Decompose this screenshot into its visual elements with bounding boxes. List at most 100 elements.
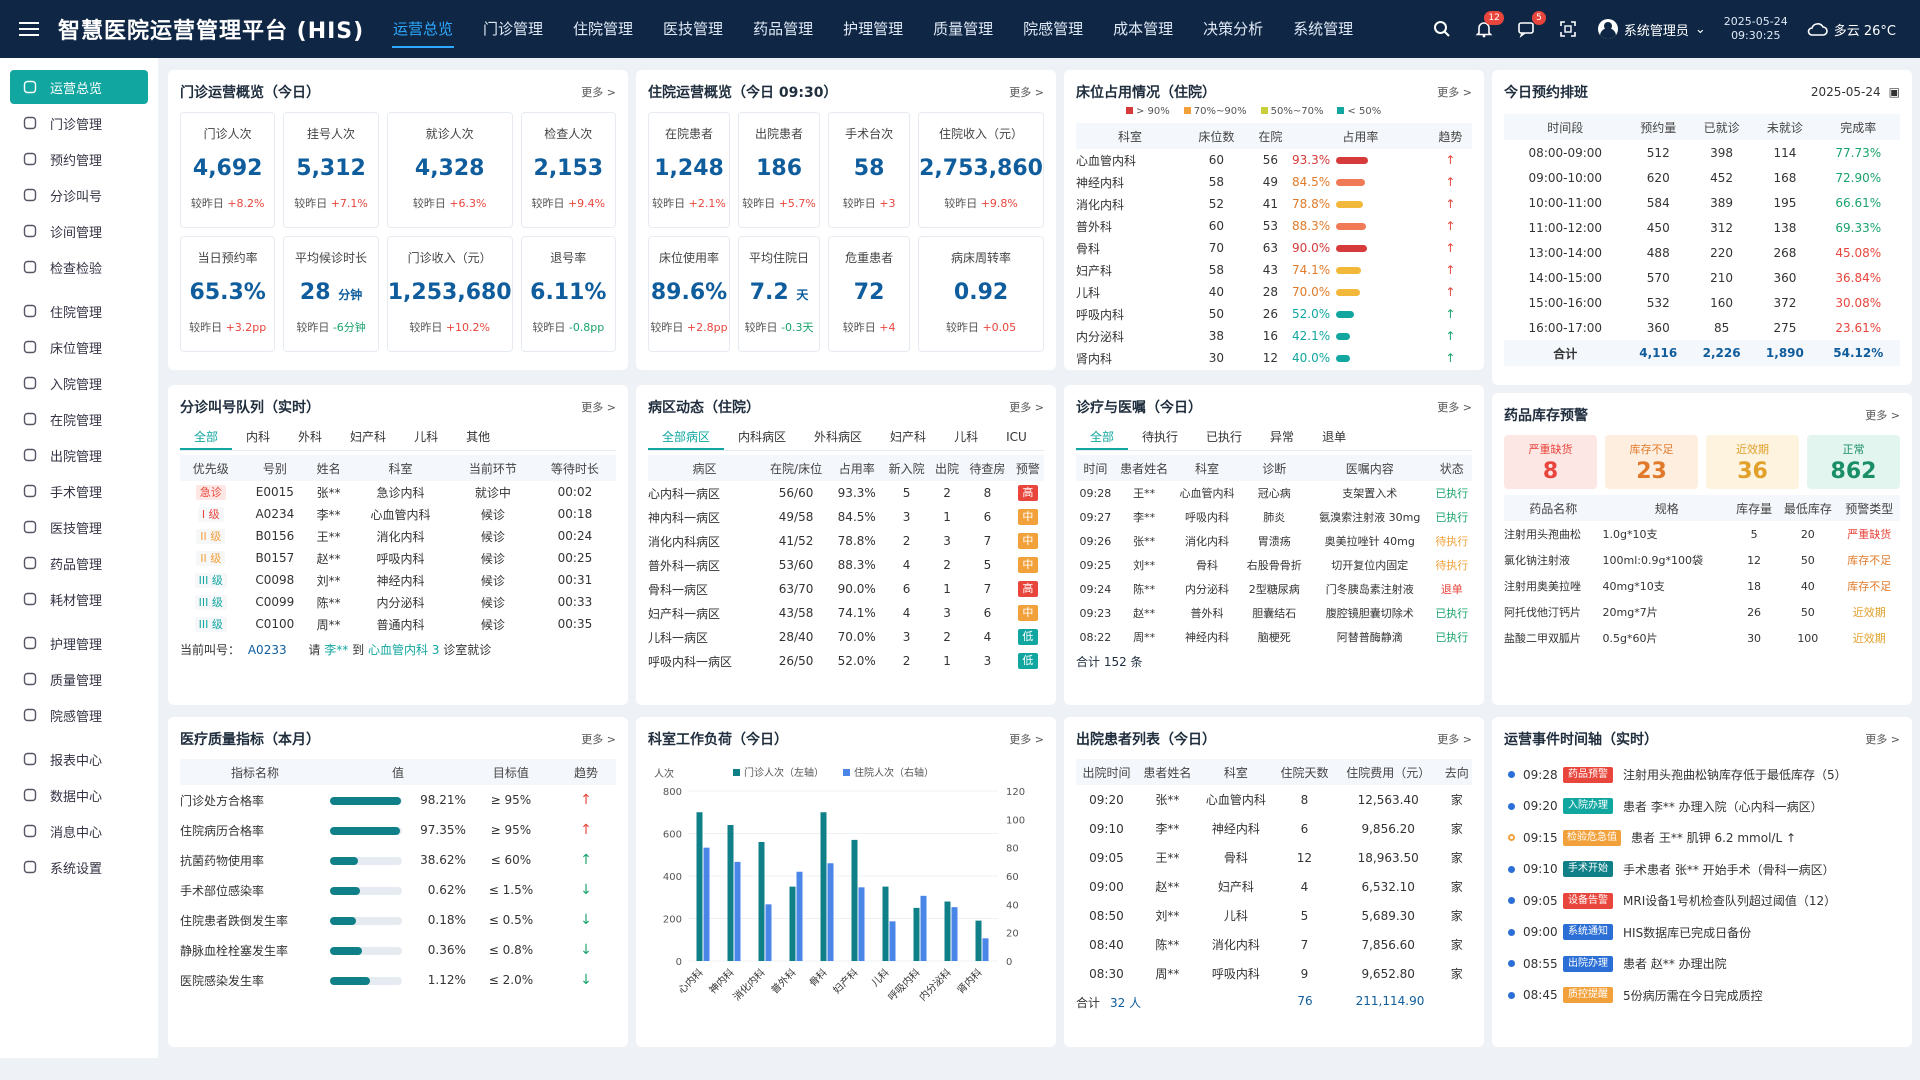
tab[interactable]: 内科 — [246, 430, 271, 444]
more-link[interactable]: 更多 > — [1865, 409, 1900, 422]
bar[interactable] — [796, 871, 803, 961]
stock-summary-box[interactable]: 库存不足 23 — [1605, 435, 1698, 489]
sidebar-item[interactable]: 诊间管理 — [10, 214, 148, 248]
kpi-card[interactable]: 床位使用率 89.6% 较昨日 +2.8pp — [648, 236, 731, 352]
more-link[interactable]: 更多 > — [1009, 733, 1044, 746]
bar[interactable] — [882, 886, 889, 961]
kpi-card[interactable]: 就诊人次 4,328 较昨日 +6.3% — [386, 112, 513, 228]
timeline-item[interactable]: 09:10 手术开始 手术患者 张** 开始手术（骨科一病区） — [1504, 854, 1900, 886]
more-link[interactable]: 更多 > — [1437, 733, 1472, 746]
search-icon[interactable] — [1430, 17, 1454, 41]
table-row[interactable]: 注射用头孢曲松 1.0g*10支 5 20 严重缺货 — [1504, 521, 1900, 547]
table-row[interactable]: I 级 A0234 李** 心血管内科 候诊 00:18 — [180, 503, 616, 525]
table-row[interactable]: 注射用奥美拉唑 40mg*10支 18 40 库存不足 — [1504, 573, 1900, 599]
timeline-item[interactable]: 09:05 设备告警 MRI设备1号机检查队列超过阈值（12） — [1504, 885, 1900, 917]
bar[interactable] — [889, 921, 896, 961]
table-row[interactable]: 15:00-16:00 532 160 372 30.08% — [1504, 290, 1900, 315]
sidebar-item[interactable]: 数据中心 — [10, 778, 148, 812]
stock-summary-box[interactable]: 严重缺货 8 — [1504, 435, 1597, 489]
bar[interactable] — [951, 907, 958, 961]
bar[interactable] — [758, 842, 765, 961]
table-row[interactable]: 消化内科 52 41 78.8% ↑ — [1076, 193, 1472, 215]
bar[interactable] — [820, 812, 827, 961]
topnav-item[interactable]: 药品管理 — [753, 20, 814, 38]
sidebar-item[interactable]: 在院管理 — [10, 402, 148, 436]
topnav-item[interactable]: 质量管理 — [933, 20, 994, 38]
bar[interactable] — [982, 938, 989, 961]
table-row[interactable]: II 级 B0157 赵** 呼吸内科 候诊 00:25 — [180, 547, 616, 569]
table-row[interactable]: 儿科 40 28 70.0% ↑ — [1076, 281, 1472, 303]
tab[interactable]: 其他 — [466, 430, 491, 444]
table-row[interactable]: 13:00-14:00 488 220 268 45.08% — [1504, 240, 1900, 265]
table-row[interactable]: 骨科 70 63 90.0% ↑ — [1076, 237, 1472, 259]
tab[interactable]: 内科病区 — [738, 430, 787, 444]
kpi-card[interactable]: 当日预约率 65.3% 较昨日 +3.2pp — [180, 236, 276, 352]
date-picker[interactable]: 2025-05-24 ▣ — [1811, 85, 1900, 99]
sidebar-item[interactable]: 耗材管理 — [10, 582, 148, 616]
table-row[interactable]: 16:00-17:00 360 85 275 23.61% — [1504, 315, 1900, 340]
table-row[interactable]: 普外科 60 53 88.3% ↑ — [1076, 215, 1472, 237]
table-row[interactable]: 09:00 赵** 妇产科 4 6,532.10 家 — [1076, 872, 1472, 901]
table-row[interactable]: 09:24 陈** 内分泌科 2型糖尿病 门冬胰岛素注射液 退单 — [1076, 577, 1472, 601]
sidebar-item[interactable]: 报表中心 — [10, 742, 148, 776]
sidebar-item[interactable]: 药品管理 — [10, 546, 148, 580]
bar[interactable] — [727, 825, 734, 961]
tab[interactable]: 异常 — [1270, 430, 1295, 444]
timeline-item[interactable]: 08:45 质控提醒 5份病历需在今日完成质控 — [1504, 980, 1900, 1012]
sidebar-item[interactable]: 消息中心 — [10, 814, 148, 848]
topnav-item[interactable]: 住院管理 — [573, 20, 634, 38]
table-row[interactable]: 神经内科 58 49 84.5% ↑ — [1076, 171, 1472, 193]
user-menu[interactable]: 系统管理员 ⌄ — [1597, 19, 1706, 39]
sidebar-item[interactable]: 住院管理 — [10, 294, 148, 328]
tab[interactable]: 全部 — [180, 423, 233, 450]
table-row[interactable]: 静脉血栓栓塞发生率 0.36% ≤ 0.8% ↓ — [180, 935, 616, 965]
kpi-card[interactable]: 平均候诊时长 28 分钟 较昨日 -6分钟 — [283, 236, 379, 352]
topnav-item[interactable]: 门诊管理 — [483, 20, 544, 38]
table-row[interactable]: 阿托伐他汀钙片 20mg*7片 26 50 近效期 — [1504, 599, 1900, 625]
table-row[interactable]: 妇产科 58 43 74.1% ↑ — [1076, 259, 1472, 281]
table-row[interactable]: 手术部位感染率 0.62% ≤ 1.5% ↓ — [180, 875, 616, 905]
tab[interactable]: 退单 — [1322, 430, 1347, 444]
table-row[interactable]: 氯化钠注射液 100ml:0.9g*100袋 12 50 库存不足 — [1504, 547, 1900, 573]
more-link[interactable]: 更多 > — [581, 401, 616, 414]
more-link[interactable]: 更多 > — [581, 733, 616, 746]
table-row[interactable]: 呼吸内科一病区 26/50 52.0% 2 1 3 低 — [648, 649, 1044, 673]
sidebar-item[interactable]: 质量管理 — [10, 662, 148, 696]
table-row[interactable]: 呼吸内科 50 26 52.0% ↑ — [1076, 303, 1472, 325]
fullscreen-icon[interactable] — [1556, 17, 1580, 41]
stock-summary-box[interactable]: 正常 862 — [1807, 435, 1900, 489]
sidebar-item[interactable]: 检查检验 — [10, 250, 148, 284]
table-row[interactable]: 09:05 王** 骨科 12 18,963.50 家 — [1076, 843, 1472, 872]
table-row[interactable]: III 级 C0100 周** 普通内科 候诊 00:35 — [180, 613, 616, 635]
table-row[interactable]: 09:20 张** 心血管内科 8 12,563.40 家 — [1076, 785, 1472, 814]
kpi-card[interactable]: 检查人次 2,153 较昨日 +9.4% — [520, 112, 616, 228]
more-link[interactable]: 更多 > — [1009, 401, 1044, 414]
bar[interactable] — [827, 863, 834, 961]
kpi-card[interactable]: 出院患者 186 较昨日 +5.7% — [738, 112, 821, 228]
timeline-item[interactable]: 09:00 系统通知 HIS数据库已完成日备份 — [1504, 917, 1900, 949]
table-row[interactable]: 11:00-12:00 450 312 138 69.33% — [1504, 215, 1900, 240]
tab[interactable]: 全部病区 — [648, 423, 725, 450]
timeline-item[interactable]: 08:55 出院办理 患者 赵** 办理出院 — [1504, 948, 1900, 980]
table-row[interactable]: 09:27 李** 呼吸内科 肺炎 氨溴索注射液 30mg 已执行 — [1076, 505, 1472, 529]
kpi-card[interactable]: 挂号人次 5,312 较昨日 +7.1% — [283, 112, 379, 228]
table-row[interactable]: 门诊处方合格率 98.21% ≥ 95% ↑ — [180, 785, 616, 815]
tab[interactable]: ICU — [1006, 430, 1027, 444]
sidebar-item[interactable]: 护理管理 — [10, 626, 148, 660]
table-row[interactable]: 抗菌药物使用率 38.62% ≤ 60% ↑ — [180, 845, 616, 875]
tab[interactable]: 外科 — [298, 430, 323, 444]
bar[interactable] — [858, 887, 865, 961]
table-row[interactable]: 09:26 张** 消化内科 胃溃疡 奥美拉唑针 40mg 待执行 — [1076, 529, 1472, 553]
tab[interactable]: 全部 — [1076, 423, 1129, 450]
tab[interactable]: 儿科 — [954, 430, 979, 444]
tab[interactable]: 待执行 — [1142, 430, 1179, 444]
topnav-item[interactable]: 决策分析 — [1203, 20, 1264, 38]
table-row[interactable]: 09:10 李** 神经内科 6 9,856.20 家 — [1076, 814, 1472, 843]
table-row[interactable]: III 级 C0098 刘** 神经内科 候诊 00:31 — [180, 569, 616, 591]
table-row[interactable]: 住院患者跌倒发生率 0.18% ≤ 0.5% ↓ — [180, 905, 616, 935]
sidebar-item[interactable]: 门诊管理 — [10, 106, 148, 140]
table-row[interactable]: 09:23 赵** 普外科 胆囊结石 腹腔镜胆囊切除术 已执行 — [1076, 601, 1472, 625]
message-icon[interactable]: 5 — [1514, 11, 1546, 41]
more-link[interactable]: 更多 > — [1865, 733, 1900, 746]
table-row[interactable]: 08:22 周** 神经内科 脑梗死 阿替普酶静滴 已执行 — [1076, 625, 1472, 649]
